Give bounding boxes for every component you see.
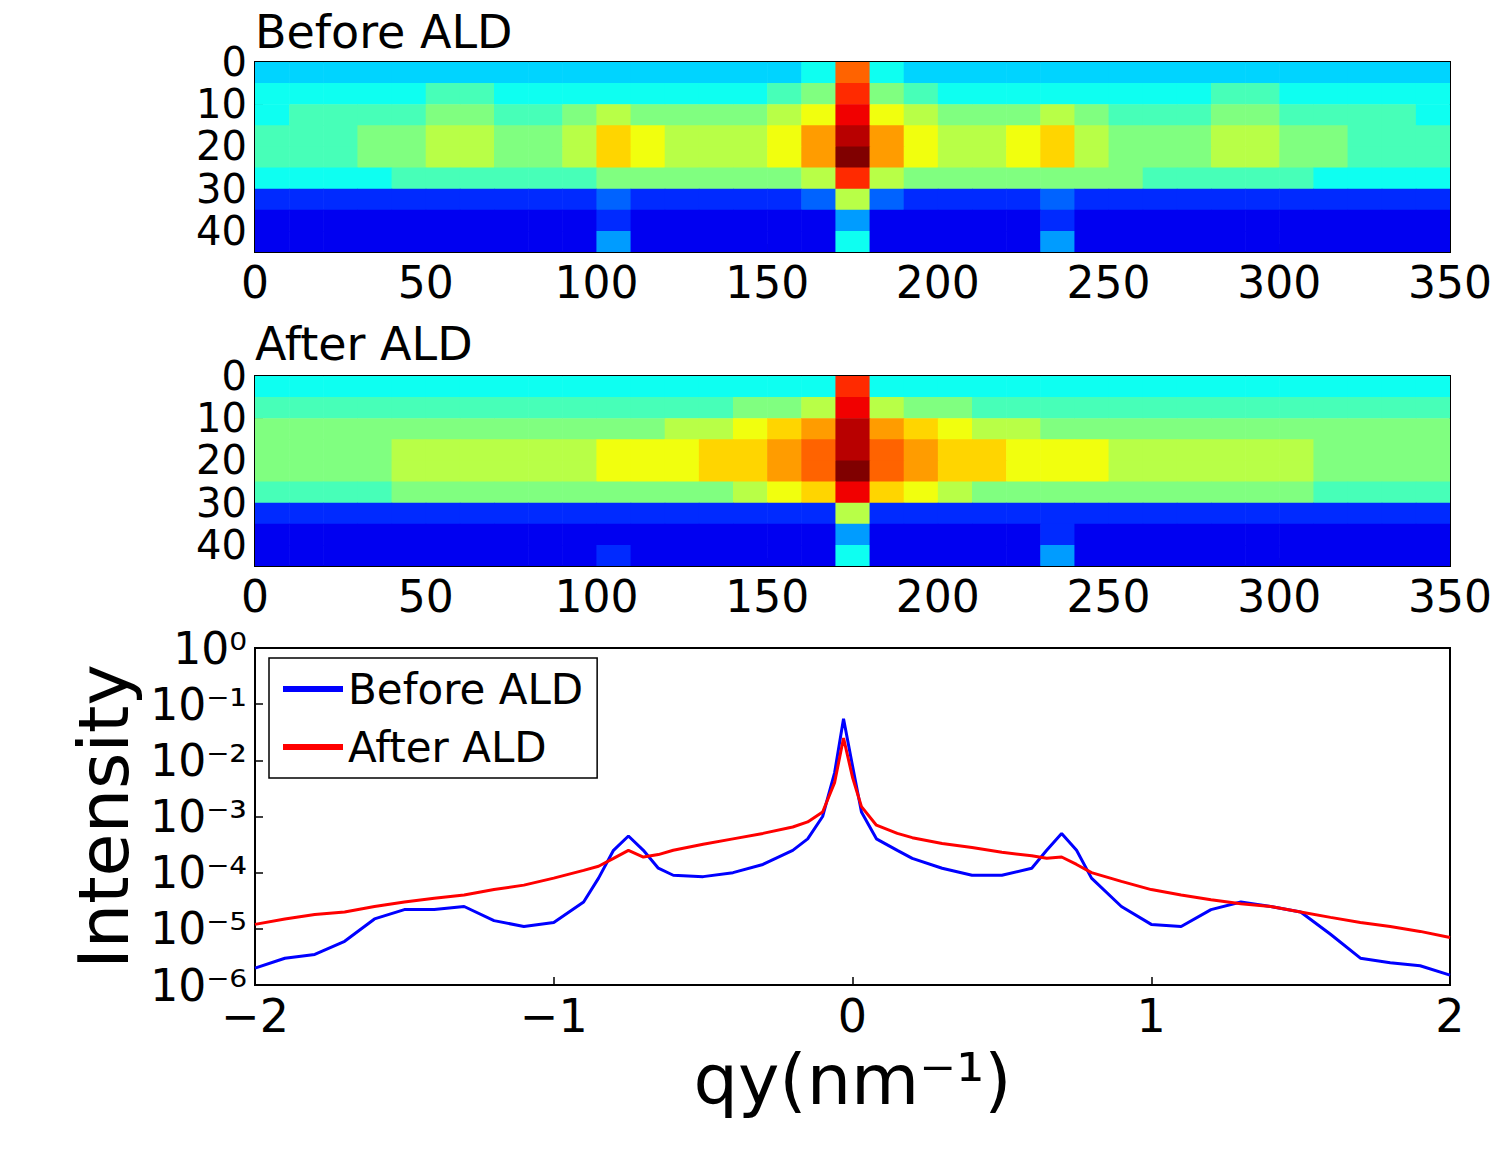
svg-text:10⁻⁴: 10⁻⁴ bbox=[150, 847, 247, 898]
svg-text:30: 30 bbox=[196, 166, 247, 212]
svg-text:Before ALD: Before ALD bbox=[255, 5, 513, 59]
svg-text:0: 0 bbox=[222, 353, 247, 399]
svg-text:−2: −2 bbox=[221, 989, 289, 1043]
svg-text:After ALD: After ALD bbox=[255, 317, 473, 371]
svg-text:100: 100 bbox=[554, 257, 638, 308]
svg-text:10⁻¹: 10⁻¹ bbox=[150, 679, 247, 730]
svg-text:0: 0 bbox=[222, 39, 247, 85]
svg-text:50: 50 bbox=[398, 571, 454, 622]
svg-text:300: 300 bbox=[1237, 257, 1321, 308]
svg-text:150: 150 bbox=[725, 257, 809, 308]
svg-text:Before ALD: Before ALD bbox=[348, 665, 583, 714]
svg-text:2: 2 bbox=[1435, 989, 1464, 1043]
svg-text:20: 20 bbox=[196, 123, 247, 169]
svg-text:0: 0 bbox=[241, 571, 269, 622]
svg-text:300: 300 bbox=[1237, 571, 1321, 622]
svg-text:30: 30 bbox=[196, 480, 247, 526]
svg-text:40: 40 bbox=[196, 208, 247, 254]
svg-text:150: 150 bbox=[725, 571, 809, 622]
svg-text:After ALD: After ALD bbox=[348, 723, 547, 772]
svg-text:qy(nm⁻¹): qy(nm⁻¹) bbox=[693, 1039, 1011, 1121]
svg-text:350: 350 bbox=[1408, 257, 1492, 308]
svg-text:100: 100 bbox=[554, 571, 638, 622]
svg-text:1: 1 bbox=[1137, 989, 1166, 1043]
svg-text:350: 350 bbox=[1408, 571, 1492, 622]
svg-text:0: 0 bbox=[241, 257, 269, 308]
svg-text:250: 250 bbox=[1067, 257, 1151, 308]
svg-text:0: 0 bbox=[838, 989, 867, 1043]
svg-text:10⁻⁶: 10⁻⁶ bbox=[150, 959, 247, 1011]
svg-text:200: 200 bbox=[896, 257, 980, 308]
svg-text:10⁻⁵: 10⁻⁵ bbox=[150, 903, 247, 954]
svg-text:10⁻²: 10⁻² bbox=[150, 735, 247, 786]
svg-text:50: 50 bbox=[398, 257, 454, 308]
svg-text:10: 10 bbox=[196, 395, 247, 441]
svg-text:250: 250 bbox=[1067, 571, 1151, 622]
svg-text:10⁰: 10⁰ bbox=[173, 623, 247, 674]
svg-text:−1: −1 bbox=[520, 989, 588, 1043]
svg-text:10: 10 bbox=[196, 81, 247, 127]
svg-text:200: 200 bbox=[896, 571, 980, 622]
svg-text:40: 40 bbox=[196, 522, 247, 568]
svg-text:Intensity: Intensity bbox=[63, 664, 145, 969]
svg-text:20: 20 bbox=[196, 437, 247, 483]
svg-text:10⁻³: 10⁻³ bbox=[150, 791, 247, 842]
